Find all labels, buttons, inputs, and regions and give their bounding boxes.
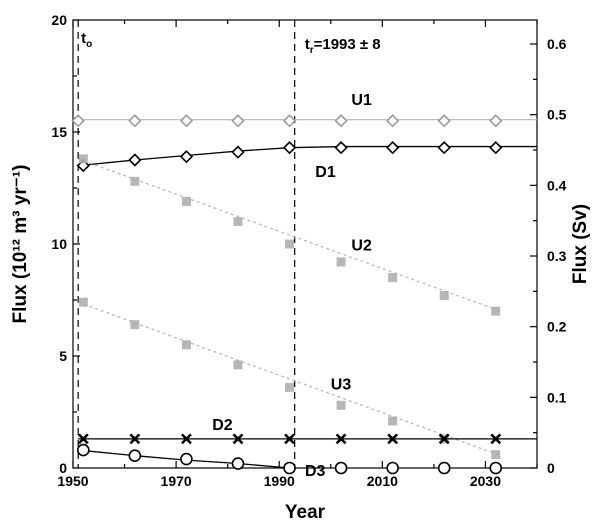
data-point-d3 [334,461,348,475]
data-point-u1 [128,114,142,128]
data-point-u2 [78,154,88,164]
y2-tick-label: 0.2 [547,319,567,335]
series-d3 [77,443,503,475]
data-point-d1 [128,153,142,167]
data-point-u2 [439,291,449,301]
data-point-d1 [179,150,194,164]
y-tick-label: 10 [51,236,67,252]
data-point-u3 [491,450,501,460]
data-point-d2 [335,433,347,445]
series-label-d3: D3 [305,463,326,480]
data-point-d2 [490,433,502,445]
y2-tick-label: 0 [547,460,555,476]
data-point-d3 [180,452,193,466]
data-point-d3 [437,461,451,475]
series-u1 [71,114,537,128]
data-point-d1 [334,141,348,155]
series-d2 [77,433,537,445]
x-tick-label: 2010 [367,473,398,489]
data-point-u3 [130,320,140,330]
data-point-u2 [388,273,398,283]
data-point-d2 [387,433,399,445]
data-point-d3 [283,461,296,475]
data-point-u1 [179,114,194,128]
data-point-u1 [489,114,503,128]
data-point-u3 [388,416,398,426]
y2-tick-label: 0.4 [547,177,567,193]
series-label-u1: U1 [351,92,372,109]
series-line-u2 [77,158,502,312]
data-point-d1 [489,141,503,155]
x-tick-label: 1950 [57,473,88,489]
data-point-d1 [437,141,451,155]
data-point-u2 [181,196,191,206]
data-point-u2 [233,217,243,227]
data-point-d2 [438,433,450,445]
y-tick-label: 5 [59,348,67,364]
x-tick-label: 2030 [470,473,501,489]
tr-label: tr=1993 ± 8 [305,36,381,56]
t0-label: to [81,30,92,50]
data-point-u3 [336,400,346,410]
data-point-d1 [386,141,400,155]
data-point-d3 [77,443,90,457]
series-label-u2: U2 [351,238,372,255]
data-point-d3 [128,449,142,462]
series-line-u3 [77,301,502,457]
series-u2 [77,154,502,316]
series-u3 [77,297,502,460]
data-point-d3 [231,457,245,470]
data-point-d3 [386,461,399,475]
data-point-u1 [334,114,348,128]
y2-tick-label: 0.1 [547,389,567,405]
ticks-group: 1950 1970 1990 2010 2030 0 5 10 15 20 0 0.1 0.2 0.3 0.… [51,12,566,489]
axes-group [72,19,538,469]
data-point-u1 [231,114,245,128]
data-point-d2 [181,433,192,445]
data-point-u1 [437,114,451,128]
data-point-u1 [282,114,297,128]
series-label-d2: D2 [212,417,233,434]
data-point-u1 [386,114,400,128]
y-axis-title-right: Flux (Sv) [570,204,591,284]
data-point-u1 [71,114,85,128]
series-group [71,114,537,475]
data-point-u3 [285,382,295,392]
data-point-d2 [232,433,244,445]
data-point-d3 [489,461,503,475]
annotations-group: to tr=1993 ± 8 [77,20,381,468]
x-axis-title: Year [285,502,326,523]
x-tick-label: 1970 [161,473,192,489]
data-point-u3 [78,297,88,307]
series-label-u3: U3 [331,377,352,394]
series-d1 [76,141,537,173]
data-point-d2 [77,433,89,445]
data-point-u2 [130,176,140,186]
series-labels-group: U1 D1 U2 U3 D2 D3 [212,92,372,480]
data-point-u2 [336,257,346,267]
y2-tick-label: 0.3 [547,248,567,264]
plot-frame [72,19,538,469]
y-axis-title-left: Flux (10¹² m³ yr⁻¹) [10,165,31,324]
x-tick-label: 1990 [264,473,295,489]
data-point-u2 [491,306,501,316]
data-point-d1 [231,145,245,159]
y2-tick-label: 0.5 [547,107,567,123]
data-point-u3 [233,360,243,370]
data-point-d2 [129,433,141,445]
y-tick-label: 0 [59,460,67,476]
series-line-d1 [78,145,537,167]
data-point-d1 [282,141,297,155]
y2-tick-label: 0.6 [547,36,567,52]
data-point-d2 [284,433,295,445]
y-tick-label: 15 [51,124,67,140]
data-point-u2 [285,239,295,249]
y-tick-label: 20 [51,12,67,28]
data-point-u3 [181,340,191,350]
series-label-d1: D1 [315,164,336,181]
